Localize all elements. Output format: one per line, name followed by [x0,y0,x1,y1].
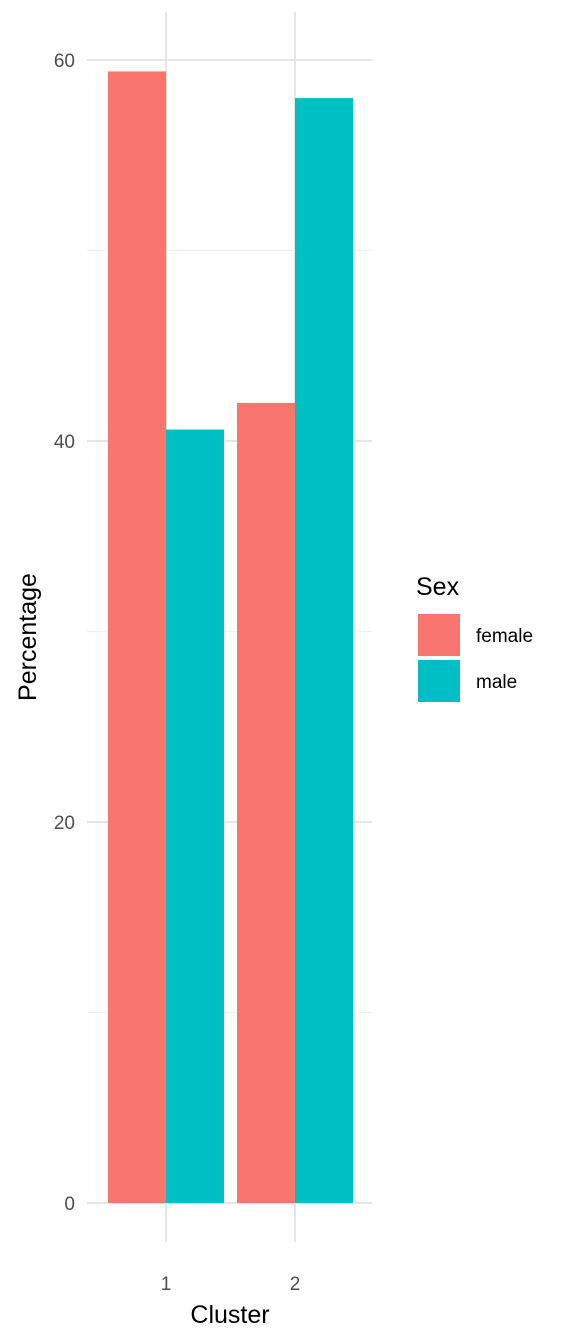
y-tick-label: 60 [54,51,75,72]
x-tick-label: 1 [161,1274,172,1295]
legend-entries: female male [418,614,533,702]
bar-male-cluster-1 [166,429,224,1203]
bar-female-cluster-1 [108,71,166,1203]
y-tick-label: 40 [54,432,75,453]
legend: Sex female male [416,573,533,702]
bar-male-cluster-2 [295,98,353,1204]
legend-key-male [418,660,460,702]
y-tick-label: 20 [54,813,75,834]
y-tick-label: 0 [64,1194,75,1215]
legend-title: Sex [416,573,460,601]
x-axis-title: Cluster [190,1301,269,1329]
bars [108,71,353,1204]
y-tick-labels: 0 20 40 60 [54,51,75,1215]
legend-label-male: male [476,672,517,693]
x-tick-label: 2 [290,1274,301,1295]
legend-key-female [418,614,460,656]
legend-label-female: female [476,626,533,647]
bar-female-cluster-2 [237,402,295,1203]
y-axis-title: Percentage [14,573,42,701]
